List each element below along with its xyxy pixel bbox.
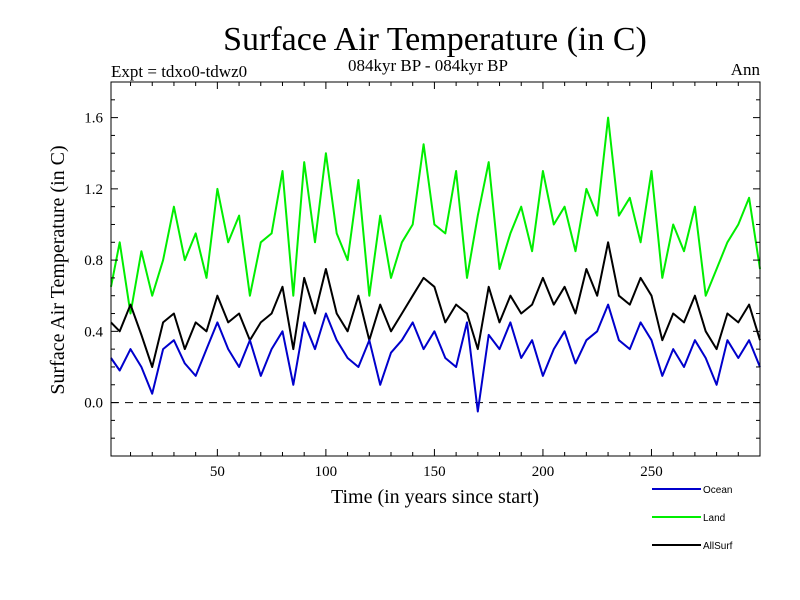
legend-label-land: Land	[703, 513, 725, 524]
x-tick-label: 150	[423, 464, 446, 480]
y-tick-label: 0.0	[84, 396, 103, 412]
legend-label-ocean: Ocean	[703, 485, 732, 496]
series-line-allsurf	[110, 241, 761, 368]
y-tick-label: 0.8	[84, 253, 103, 269]
legend-label-allsurf: AllSurf	[703, 541, 733, 552]
y-tick-label: 1.2	[84, 182, 103, 198]
plot-frame	[110, 81, 761, 457]
y-tick-label: 0.4	[84, 324, 103, 340]
series-line-ocean	[110, 303, 761, 413]
chart-title: Surface Air Temperature (in C)	[223, 21, 647, 58]
x-tick-label: 100	[315, 464, 338, 480]
x-tick-label: 250	[640, 464, 663, 480]
y-axis-label: Surface Air Temperature (in C)	[47, 145, 69, 394]
x-axis-label: Time (in years since start)	[331, 486, 539, 508]
chart-left-note: Expt = tdxo0-tdwz0	[111, 62, 247, 81]
legend: Ocean Land AllSurf	[652, 485, 733, 552]
x-tick-label: 200	[532, 464, 555, 480]
x-tick-label: 50	[210, 464, 225, 480]
y-tick-label: 1.6	[84, 111, 103, 127]
chart-right-note: Ann	[731, 60, 761, 79]
chart-subtitle: 084kyr BP - 084kyr BP	[348, 56, 508, 75]
series-line-land	[110, 116, 761, 315]
